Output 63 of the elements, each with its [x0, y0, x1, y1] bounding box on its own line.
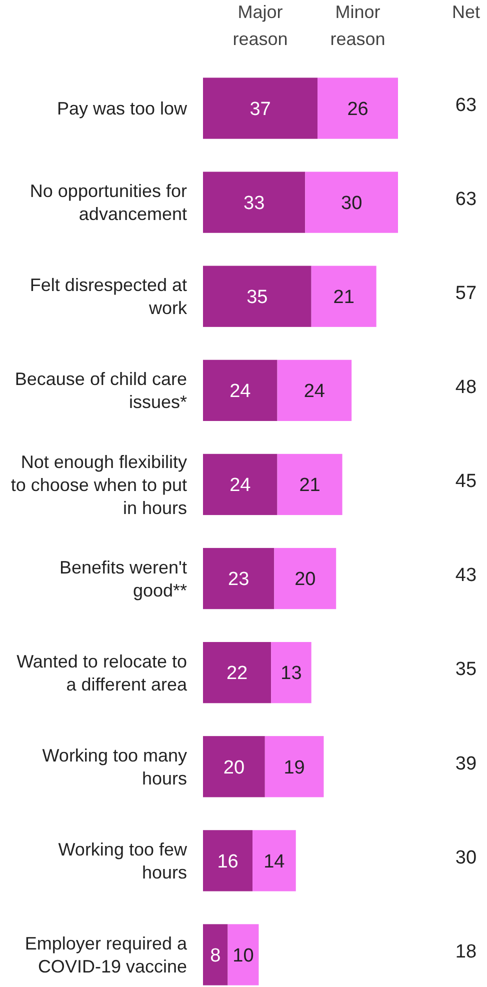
y-tick-label: Benefits weren't good** [59, 557, 187, 600]
bar [203, 454, 278, 516]
data-label: 22 [226, 663, 248, 684]
data-label: 8 [210, 945, 221, 966]
y-tick-label: No opportunities for advancement [30, 181, 187, 224]
bar [203, 172, 306, 233]
data-label: 24 [230, 475, 252, 496]
bar [203, 548, 274, 610]
data-label: 13 [280, 663, 302, 684]
bar [203, 924, 228, 986]
data-label: 21 [333, 287, 354, 308]
bar [277, 454, 342, 516]
bar [228, 924, 259, 986]
bar [252, 830, 296, 892]
text: 63 [455, 94, 477, 116]
y-tick-label: Working too few hours [58, 839, 188, 882]
bar [277, 360, 352, 421]
bar [203, 266, 312, 327]
data-label: 37 [250, 98, 271, 120]
y-tick-label: Employer required a COVID-19 vaccine [24, 934, 188, 977]
text: Net [452, 2, 480, 22]
bar [264, 736, 324, 798]
y-tick-label: Felt disrespected at work [30, 275, 188, 318]
data-label: 14 [264, 851, 286, 872]
text: 57 [455, 283, 477, 304]
bar [203, 78, 318, 139]
y-tick-label: Because of child care issues* [14, 369, 187, 412]
text: 30 [455, 847, 477, 868]
text: 63 [455, 188, 477, 210]
data-label: 23 [228, 569, 250, 590]
series-label: Minor reason [330, 2, 386, 49]
text: 35 [455, 659, 477, 680]
data-label: 24 [304, 381, 326, 402]
bar [274, 548, 336, 610]
text: 45 [455, 471, 477, 492]
bar [203, 360, 278, 421]
y-tick-label: Not enough flexibility to choose when to put in hours [10, 452, 187, 518]
data-label: 35 [246, 287, 268, 308]
data-label: 20 [294, 569, 316, 590]
data-label: 20 [223, 757, 245, 778]
text: 48 [455, 377, 477, 398]
text: 18 [455, 941, 477, 962]
data-label: 21 [299, 475, 320, 496]
data-label: 24 [230, 381, 252, 402]
data-label: 19 [284, 757, 305, 778]
bar [311, 266, 376, 327]
data-label: 10 [232, 945, 254, 966]
y-tick-label: Working too many hours [42, 745, 187, 788]
bar [203, 830, 253, 892]
bar [203, 642, 272, 704]
bar [318, 78, 398, 139]
series-label: Major reason [232, 2, 288, 49]
data-label: 26 [347, 98, 368, 120]
text: 43 [455, 565, 477, 586]
text: 39 [455, 753, 477, 774]
y-tick-label: Pay was too low [56, 98, 188, 119]
bar [271, 642, 312, 704]
data-label: 30 [341, 192, 362, 214]
data-label: 33 [244, 192, 265, 214]
bar [203, 736, 265, 798]
bar [305, 172, 398, 233]
y-tick-label: Wanted to relocate to a different area [16, 651, 188, 694]
data-label: 16 [217, 851, 238, 872]
